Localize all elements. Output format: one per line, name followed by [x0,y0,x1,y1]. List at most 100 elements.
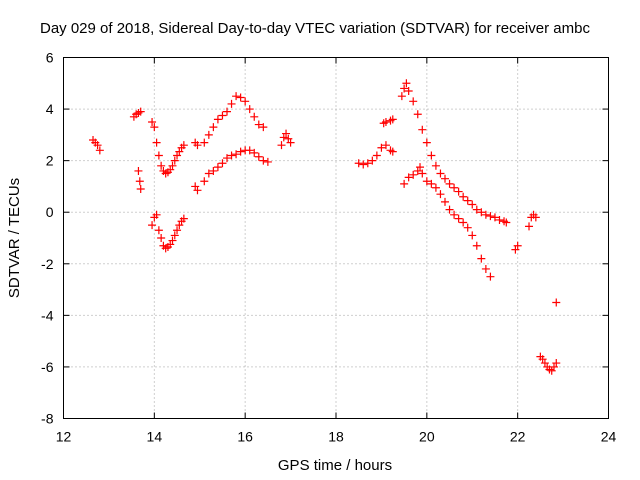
x-tick-label: 14 [147,429,163,445]
y-tick-label: -4 [41,307,54,323]
data-point [193,186,202,195]
y-tick-label: 2 [46,153,54,169]
series-sat-j [277,129,295,150]
data-point [486,272,495,281]
data-point [152,210,161,219]
x-axis-ticks: 12 14 16 18 20 22 24 [56,57,616,445]
data-point [204,130,213,139]
x-tick-label: 18 [328,429,344,445]
data-point [502,218,511,227]
x-tick-label: 12 [56,429,72,445]
data-point [463,196,472,205]
data-point [381,117,390,126]
data-point [173,226,182,235]
data-point [445,179,454,188]
data-point [372,151,381,160]
data-point [422,138,431,147]
x-tick-label: 20 [419,429,435,445]
data-point [402,79,411,88]
data-point [409,170,418,179]
data-point [168,161,177,170]
series-sat-k [354,141,397,169]
data-point [404,87,413,96]
data-point [282,129,291,138]
y-tick-label: -2 [41,256,54,272]
plot-frame [63,57,609,419]
data-point [157,161,166,170]
data-point [486,212,495,221]
data-point [431,183,440,192]
y-tick-label: -8 [41,411,54,427]
data-point [454,214,463,223]
series-sat-e [148,210,188,253]
series-sat-b [129,107,145,121]
data-point [254,152,263,161]
data-point [381,141,390,150]
series-sat-h [200,92,268,147]
data-point [513,241,522,250]
data-point [179,141,188,150]
data-point [472,205,481,214]
data-point [213,115,222,124]
data-point [388,147,397,156]
data-point [404,173,413,182]
x-tick-label: 16 [237,429,253,445]
data-point [168,236,177,245]
data-point [400,84,409,93]
series-sat-n [400,163,495,281]
data-point [418,169,427,178]
data-point [218,159,227,168]
data-point [200,138,209,147]
data-point [450,210,459,219]
data-point [377,143,386,152]
series-sat-l [379,115,397,128]
series-sat-o [511,241,522,254]
data-point [148,221,157,230]
series-sat-c [134,166,145,194]
data-point [481,210,490,219]
series-sat-r [552,298,561,307]
data-point [441,174,449,183]
data-point [134,166,143,175]
series-sat-q [536,352,561,375]
y-axis-label: SDTVAR / TECUs [6,178,23,298]
data-point [218,111,227,120]
y-tick-label: 6 [46,50,54,66]
data-point [259,156,268,165]
data-point [245,146,254,155]
data-point [431,161,440,170]
data-point [241,97,250,106]
data-point [400,179,409,188]
data-point [363,159,372,168]
data-point [232,150,241,159]
series-sat-d [148,117,188,178]
data-point [552,298,561,307]
chart-title: Day 029 of 2018, Sidereal Day-to-day VTE… [40,20,590,37]
data-point [422,177,431,186]
data-point [95,146,104,155]
x-tick-label: 22 [510,429,526,445]
data-point [170,156,179,165]
x-axis-label: GPS time / hours [278,457,392,474]
data-point [388,115,397,124]
data-point [136,185,145,194]
data-point [236,147,245,156]
data-point [459,218,468,227]
data-point [454,187,463,196]
data-point [468,231,477,240]
data-point [477,254,486,263]
data-point [223,154,231,163]
data-point [409,97,418,106]
data-point [459,192,468,201]
data-point [416,163,425,172]
data-point [472,241,481,250]
data-points [89,79,561,375]
data-point [463,223,472,232]
series-sat-i [200,146,272,186]
series-sat-m [397,79,511,227]
data-point [93,141,102,150]
data-point [154,151,163,160]
data-point [154,226,163,235]
data-point [286,138,295,147]
